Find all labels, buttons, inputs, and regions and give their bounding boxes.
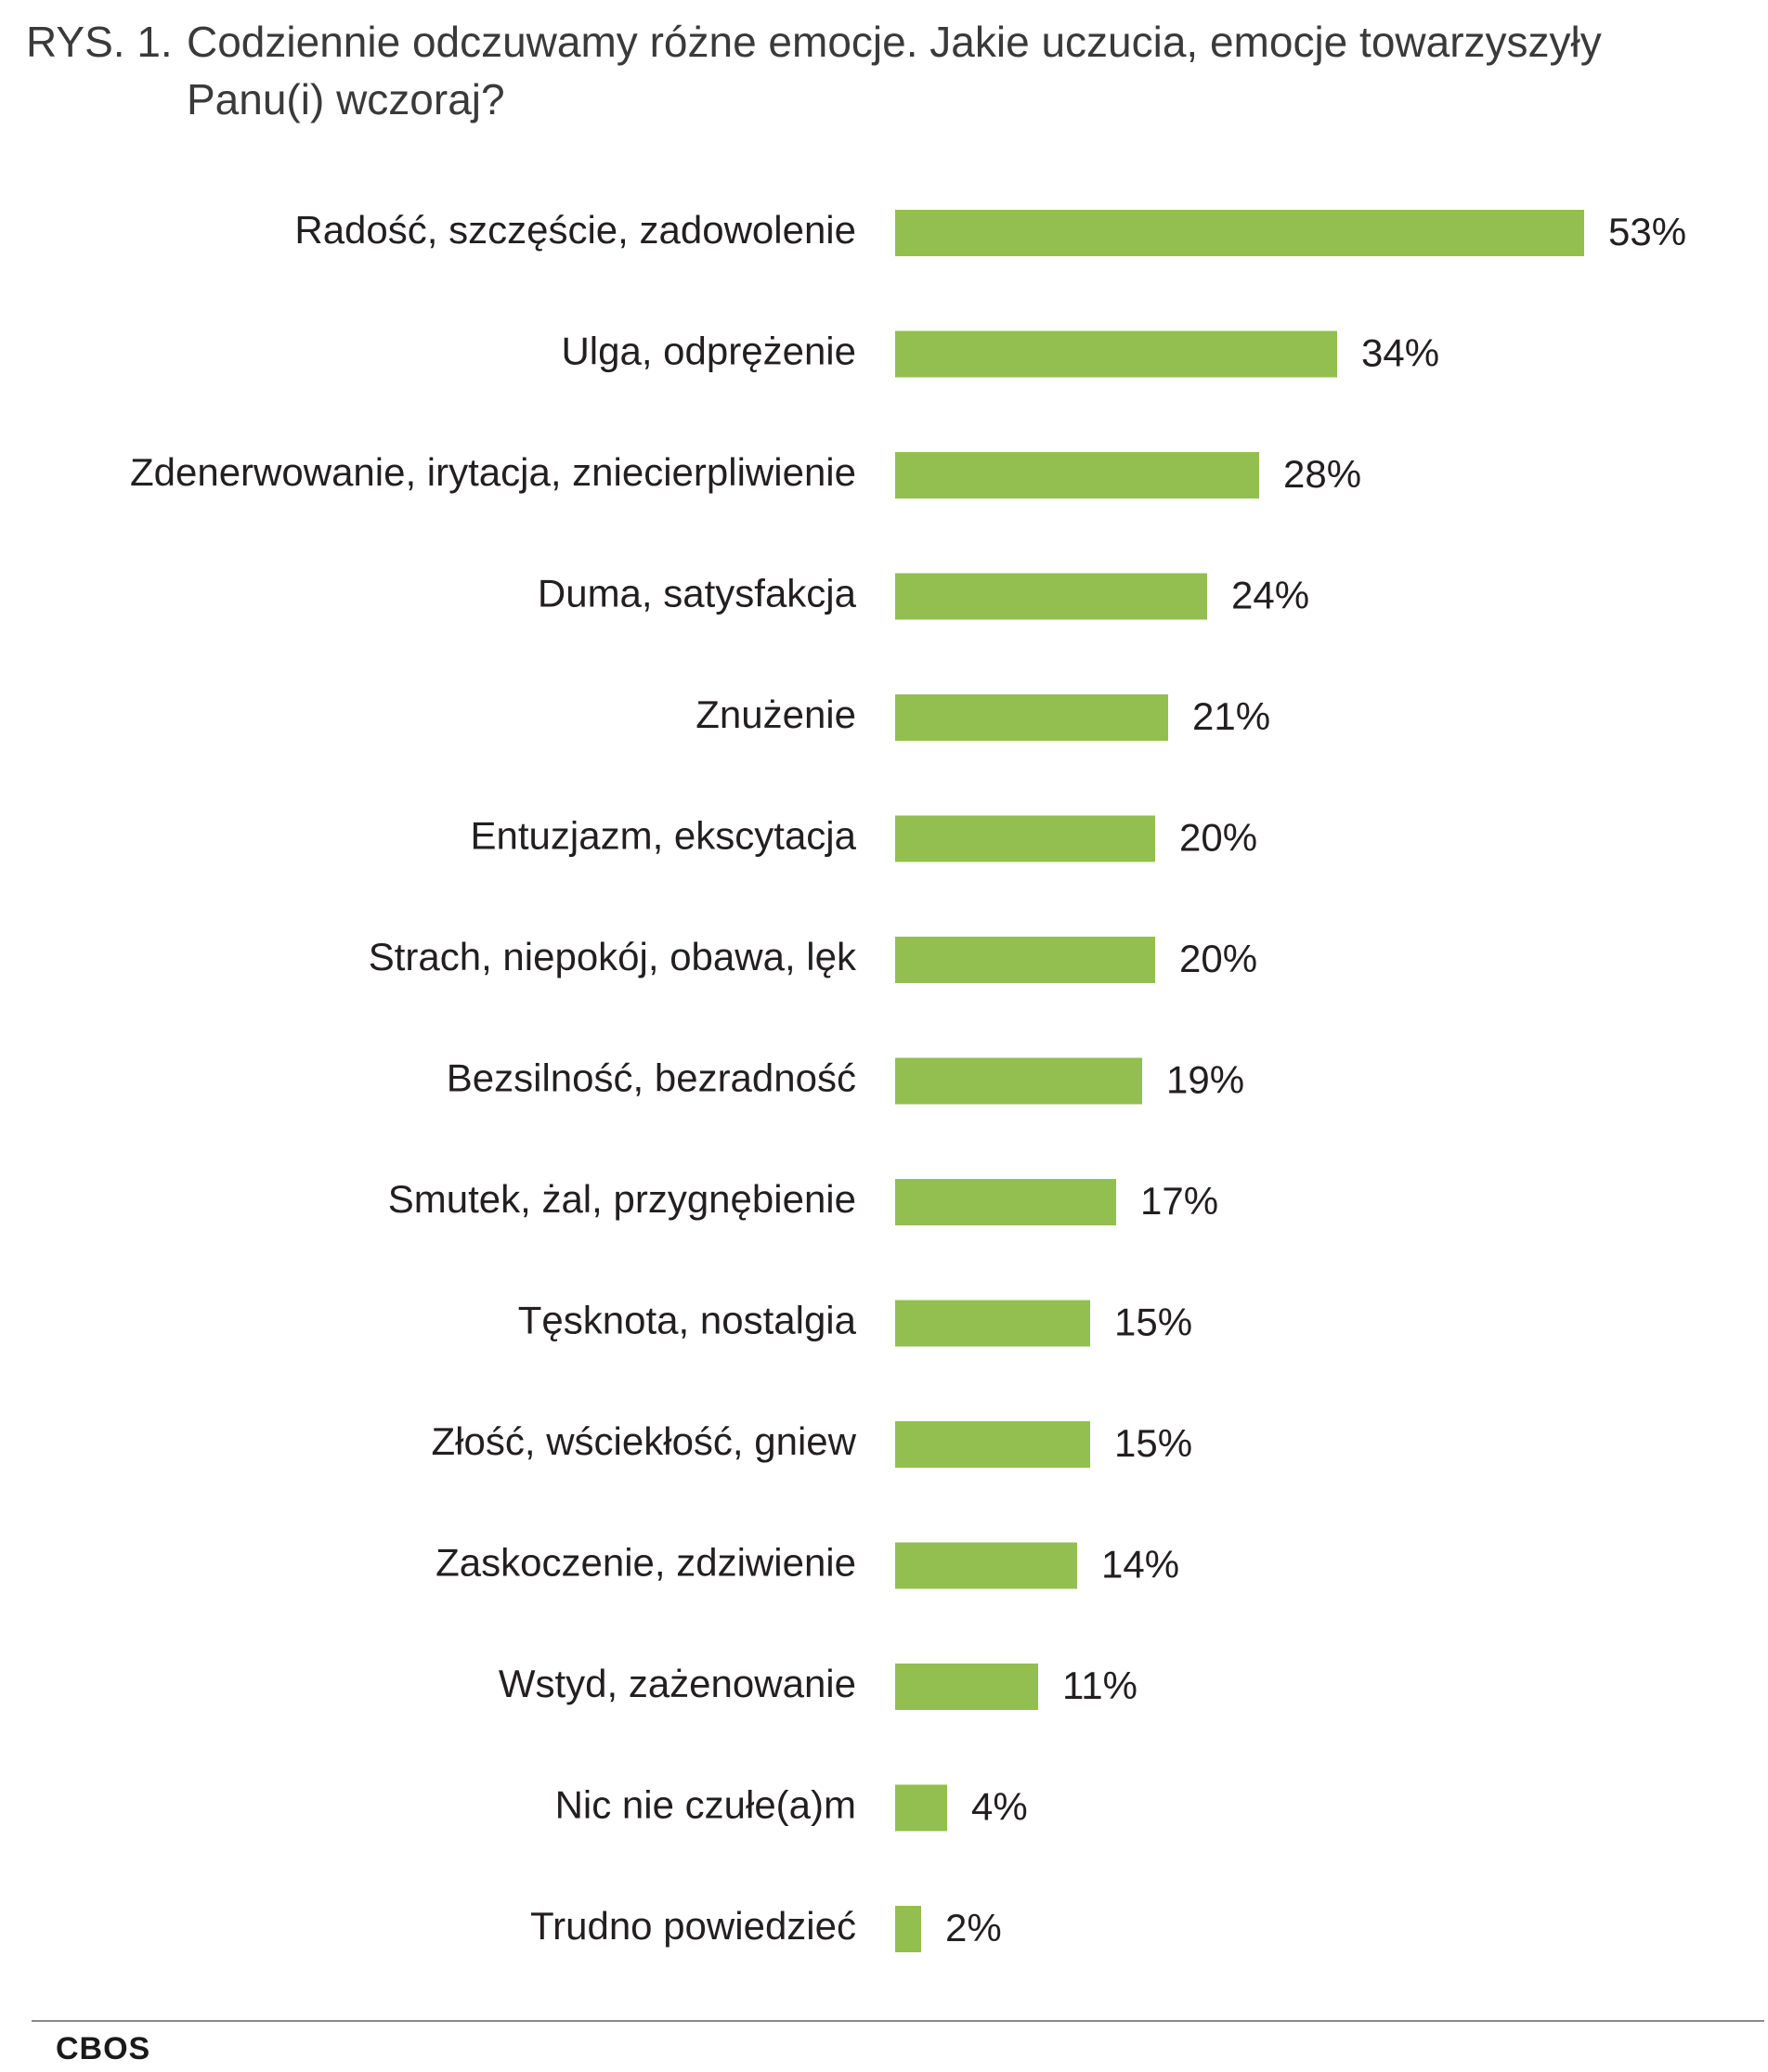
data-label: 21% xyxy=(1192,694,1270,738)
bar xyxy=(895,573,1207,620)
data-label: 24% xyxy=(1231,574,1309,617)
bar xyxy=(895,210,1584,256)
title-line-1: Codziennie odczuwamy różne emocje. Jakie… xyxy=(187,18,1602,66)
data-label: 11% xyxy=(1062,1664,1138,1707)
data-label: 20% xyxy=(1179,937,1257,980)
category-label: Nic nie czułe(a)m xyxy=(555,1783,856,1827)
data-label: 17% xyxy=(1140,1179,1218,1223)
bar xyxy=(895,1300,1090,1347)
bar xyxy=(895,1784,947,1832)
data-label: 19% xyxy=(1166,1058,1244,1102)
category-label: Wstyd, zażenowanie xyxy=(499,1662,856,1705)
data-label: 15% xyxy=(1114,1301,1192,1344)
chart-title: RYS. 1. Codziennie odczuwamy różne emocje… xyxy=(26,13,1753,128)
category-label: Smutek, żal, przygnębienie xyxy=(388,1177,856,1221)
category-label: Ulga, odprężenie xyxy=(561,330,856,373)
data-label: 53% xyxy=(1608,210,1686,253)
data-label: 4% xyxy=(971,1785,1028,1829)
category-label: Tęsknota, nostalgia xyxy=(518,1299,857,1342)
data-label: 28% xyxy=(1283,452,1361,496)
bar xyxy=(895,1057,1142,1105)
bar xyxy=(895,1906,921,1952)
bar xyxy=(895,1542,1077,1589)
category-label: Zaskoczenie, zdziwienie xyxy=(436,1541,856,1585)
bar xyxy=(895,1179,1116,1225)
category-label: Znużenie xyxy=(696,693,856,736)
data-label: 14% xyxy=(1101,1543,1179,1586)
bar xyxy=(895,815,1155,862)
category-label: Bezsilność, bezradność xyxy=(447,1056,856,1100)
category-label: Złość, wściekłość, gniew xyxy=(432,1419,857,1463)
category-label: Strach, niepokój, obawa, lęk xyxy=(369,935,857,978)
category-label: Zdenerwowanie, irytacja, zniecierpliwien… xyxy=(130,450,856,494)
data-label: 20% xyxy=(1179,816,1257,860)
category-label: Radość, szczęście, zadowolenie xyxy=(294,208,856,252)
figure-number: RYS. 1. xyxy=(26,18,173,66)
bar xyxy=(895,694,1168,741)
bar xyxy=(895,1421,1090,1468)
category-label: Trudno powiedzieć xyxy=(530,1904,856,1948)
title-line-2: Panu(i) wczoraj? xyxy=(187,75,505,123)
bar xyxy=(895,937,1155,983)
data-label: 15% xyxy=(1114,1421,1192,1465)
data-label: 2% xyxy=(945,1906,1002,1949)
data-label: 34% xyxy=(1361,331,1439,375)
category-label: Entuzjazm, ekscytacja xyxy=(471,814,857,858)
bar xyxy=(895,452,1259,499)
source-label: CBOS xyxy=(56,2031,151,2066)
footer-divider xyxy=(32,2020,1764,2022)
bar xyxy=(895,1664,1038,1710)
bar xyxy=(895,330,1337,378)
category-label: Duma, satysfakcja xyxy=(538,572,857,615)
